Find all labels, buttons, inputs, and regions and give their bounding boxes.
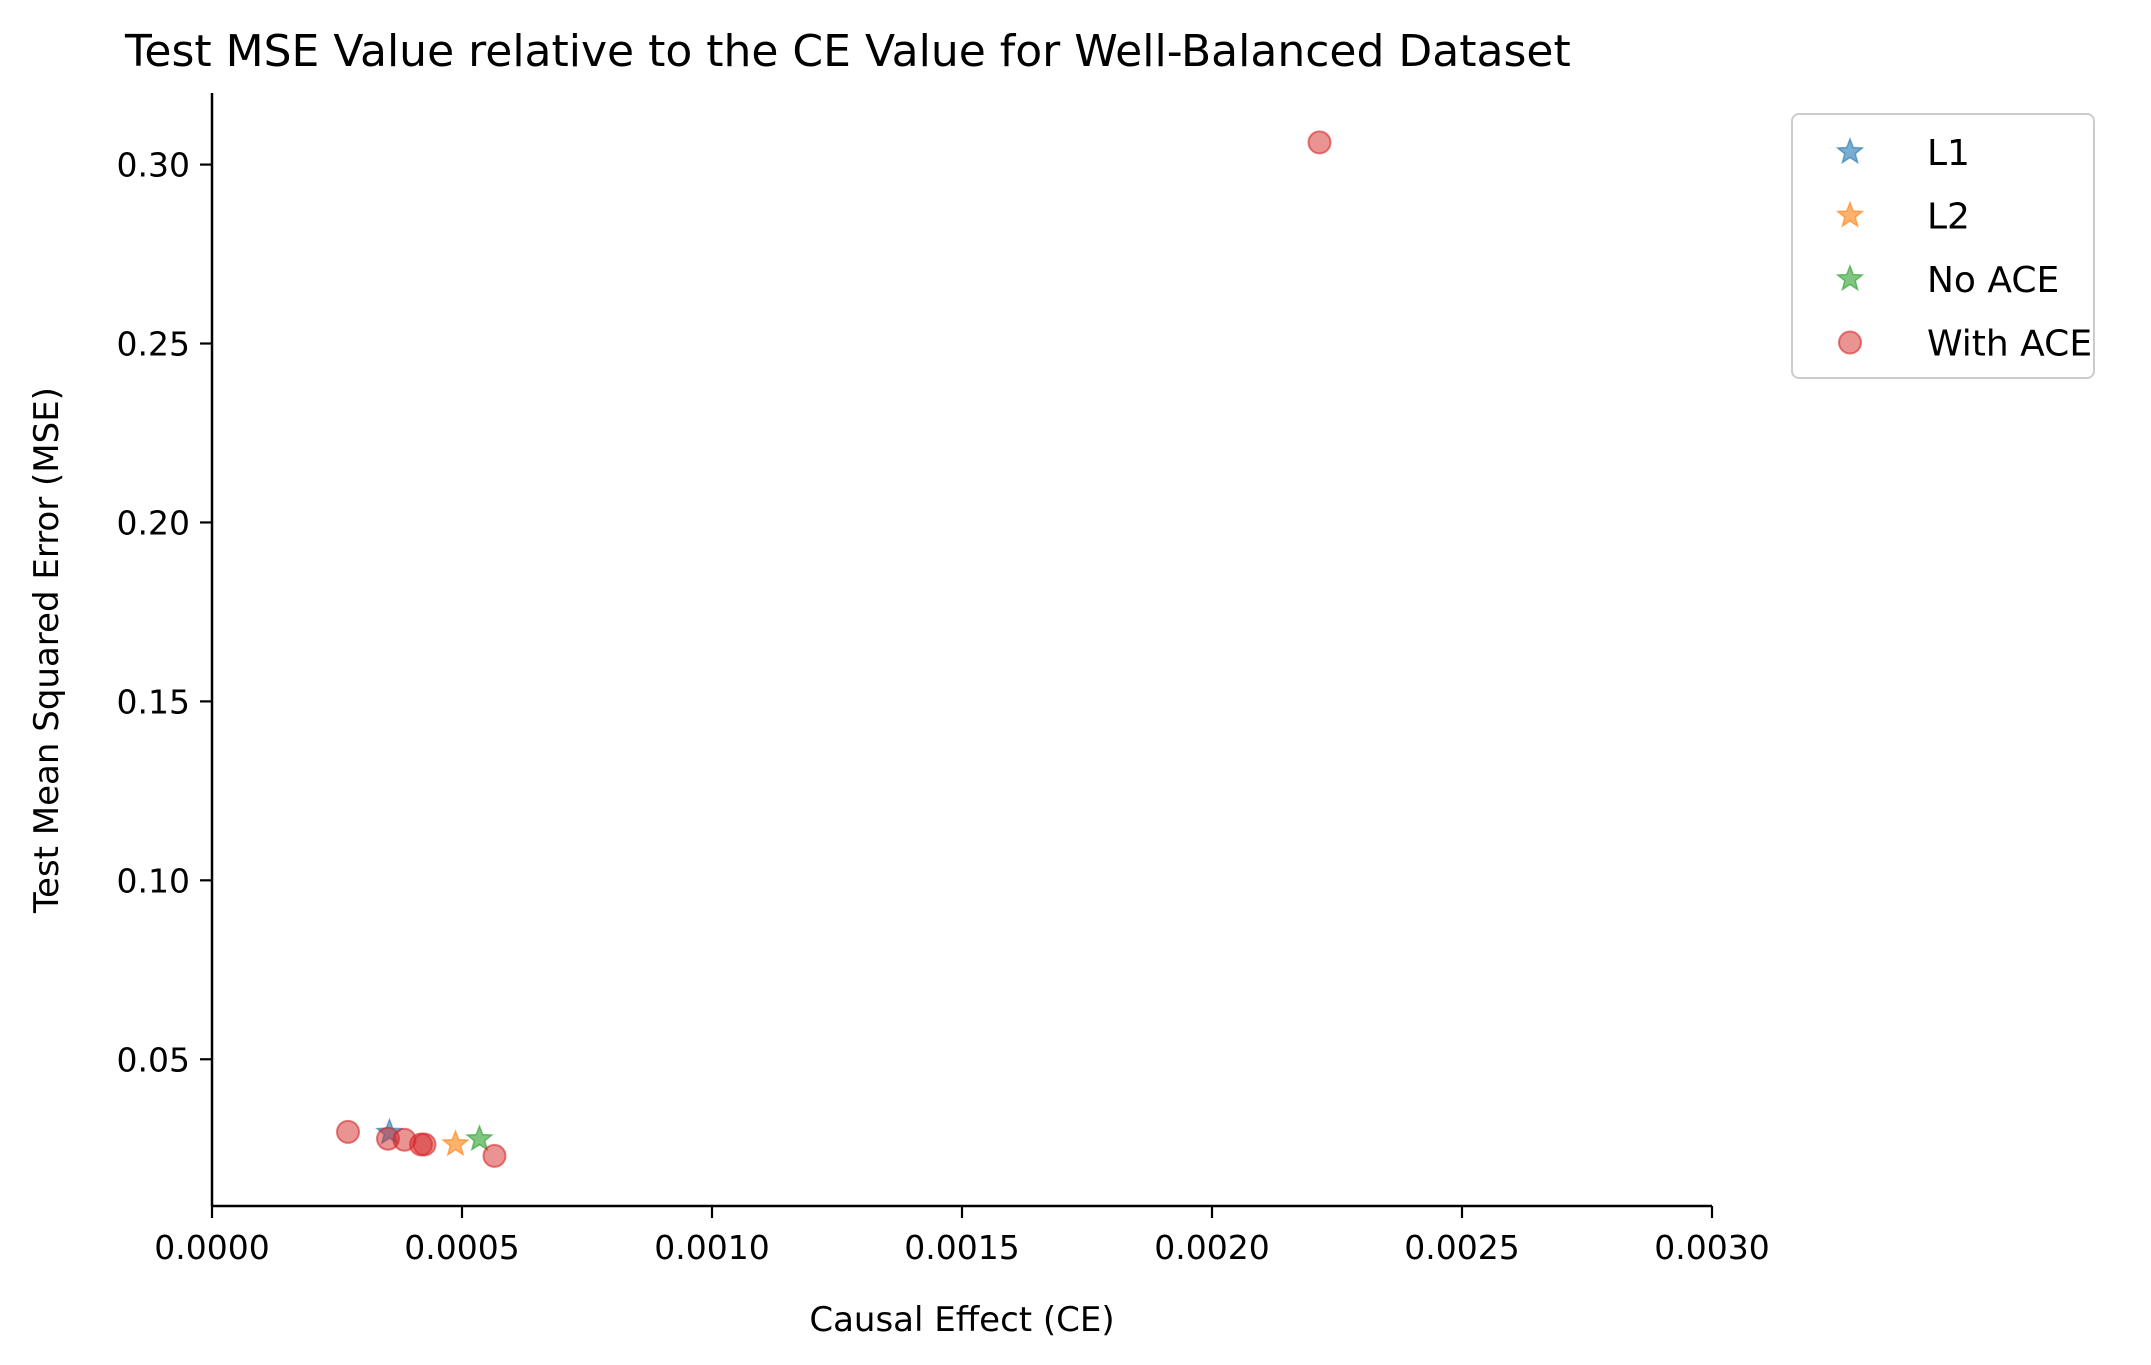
data-point-with-ace [482,1143,507,1168]
data-point-with-ace [1307,130,1332,155]
legend-item-with-ace: With ACE [1838,324,2092,365]
data-point-l2 [441,1128,470,1157]
y-tick-label: 0.25 [117,325,190,364]
legend-item-no-ace: No ACE [1835,260,2059,301]
legend-marker-l1 [1835,136,1865,165]
y-tick-label: 0.10 [117,861,190,900]
legend-item-l2: L2 [1835,197,1970,238]
y-axis-ticks: 0.05 0.10 0.15 0.20 0.25 0.30 [117,146,212,1079]
legend-label-no-ace: No ACE [1927,260,2059,301]
data-point-with-ace [412,1132,437,1157]
chart-title: Test MSE Value relative to the CE Value … [124,26,1571,77]
legend-label-l2: L2 [1927,197,1970,238]
x-tick-label: 0.0030 [1654,1228,1769,1267]
legend-item-l1: L1 [1835,133,1970,174]
series-l2 [441,1128,470,1157]
legend-label-l1: L1 [1927,133,1970,174]
plot-area [336,130,1332,1168]
y-tick-label: 0.05 [117,1040,190,1079]
data-point-no-ace [465,1123,494,1152]
x-axis-ticks: 0.0000 0.0005 0.0010 0.0015 0.0020 0.0025 0.00… [154,1206,1770,1267]
x-axis-title: Causal Effect (CE) [809,1300,1114,1340]
y-axis-title: Test Mean Squared Error (MSE) [27,387,67,914]
x-tick-label: 0.0015 [904,1228,1019,1267]
legend-label-with-ace: With ACE [1927,324,2092,365]
y-tick-label: 0.30 [117,146,190,185]
legend: L1 L2 No ACE With ACE [1791,113,2095,379]
legend-marker-with-ace [1838,330,1862,355]
series-with-ace [336,130,1332,1168]
legend-frame [1791,113,2095,379]
legend-marker-l2 [1835,200,1865,228]
x-tick-label: 0.0005 [404,1228,519,1267]
data-point-with-ace [336,1119,360,1144]
x-tick-label: 0.0025 [1404,1228,1519,1267]
legend-marker-no-ace [1835,263,1865,292]
series-no-ace [465,1123,494,1152]
y-tick-label: 0.15 [117,682,190,721]
y-tick-label: 0.20 [117,503,190,542]
x-tick-label: 0.0010 [654,1228,769,1267]
x-tick-label: 0.0000 [154,1228,269,1267]
x-tick-label: 0.0020 [1154,1228,1269,1267]
